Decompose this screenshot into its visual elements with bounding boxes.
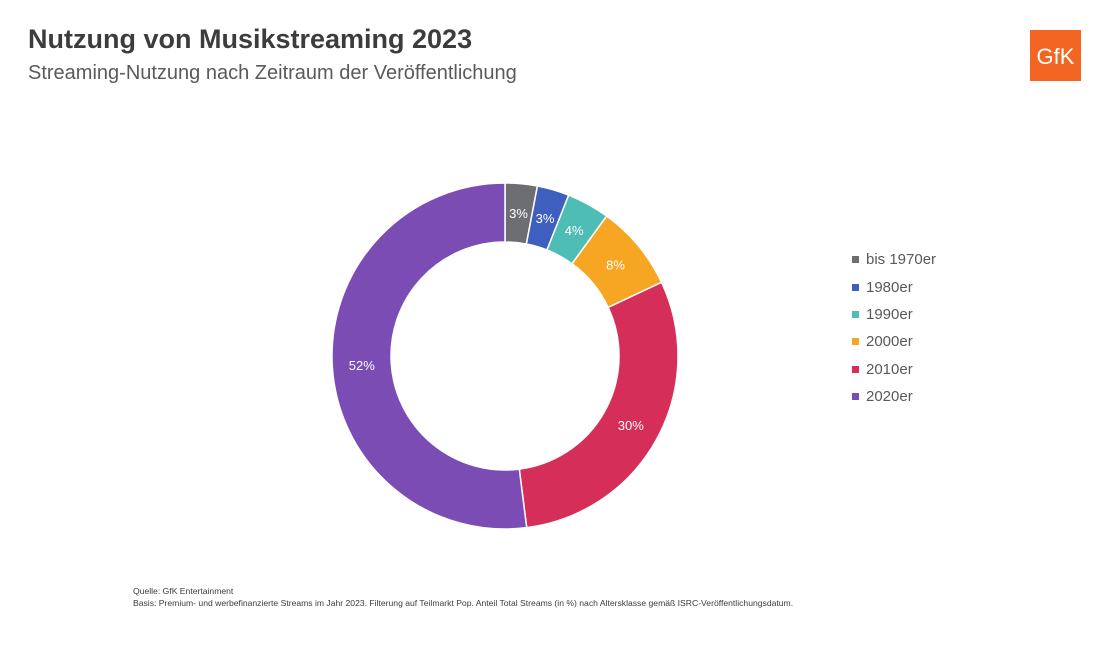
- svg-text:GfK: GfK: [1037, 44, 1075, 69]
- data-label-2010er: 30%: [618, 418, 644, 433]
- legend-swatch: [852, 310, 859, 318]
- legend-label: 2010er: [866, 360, 913, 378]
- legend-label: bis 1970er: [866, 251, 937, 269]
- legend-item: 2010er: [852, 356, 936, 383]
- legend-label: 2000er: [866, 333, 913, 351]
- slice-2020er: [331, 182, 528, 530]
- basis-note: Basis: Premium- und werbefinanzierte Str…: [133, 598, 794, 608]
- legend-item: bis 1970er: [852, 246, 936, 273]
- data-label-2000er: 8%: [606, 258, 625, 273]
- legend-swatch: [852, 283, 859, 291]
- source-note: Quelle: GfK Entertainment: [133, 586, 234, 596]
- legend-label: 1990er: [866, 305, 913, 323]
- gfk-logo: GfK: [1030, 30, 1081, 81]
- data-label-1990er: 4%: [565, 223, 584, 238]
- legend-label: 1980er: [866, 278, 913, 296]
- chart-footer: Quelle: GfK Entertainment Basis: Premium…: [133, 585, 793, 609]
- legend-swatch: [852, 365, 859, 373]
- slice-2010er: [518, 281, 679, 529]
- data-label-2020er: 52%: [349, 358, 375, 373]
- legend-item: 2000er: [852, 328, 936, 355]
- chart-legend: bis 1970er 1980er 1990er 2000er 2010er 2020er: [852, 246, 936, 410]
- legend-swatch: [852, 338, 859, 346]
- legend-swatch: [852, 256, 859, 264]
- chart-subtitle: Streaming-Nutzung nach Zeitraum der Verö…: [28, 62, 517, 84]
- legend-label: 2020er: [866, 388, 913, 406]
- data-label-1980er: 3%: [536, 211, 555, 226]
- legend-swatch: [852, 393, 859, 401]
- data-label-bis-1970er: 3%: [509, 206, 528, 221]
- legend-item: 1980er: [852, 273, 936, 300]
- legend-item: 2020er: [852, 383, 936, 410]
- chart-title: Nutzung von Musikstreaming 2023: [28, 24, 473, 54]
- legend-item: 1990er: [852, 301, 936, 328]
